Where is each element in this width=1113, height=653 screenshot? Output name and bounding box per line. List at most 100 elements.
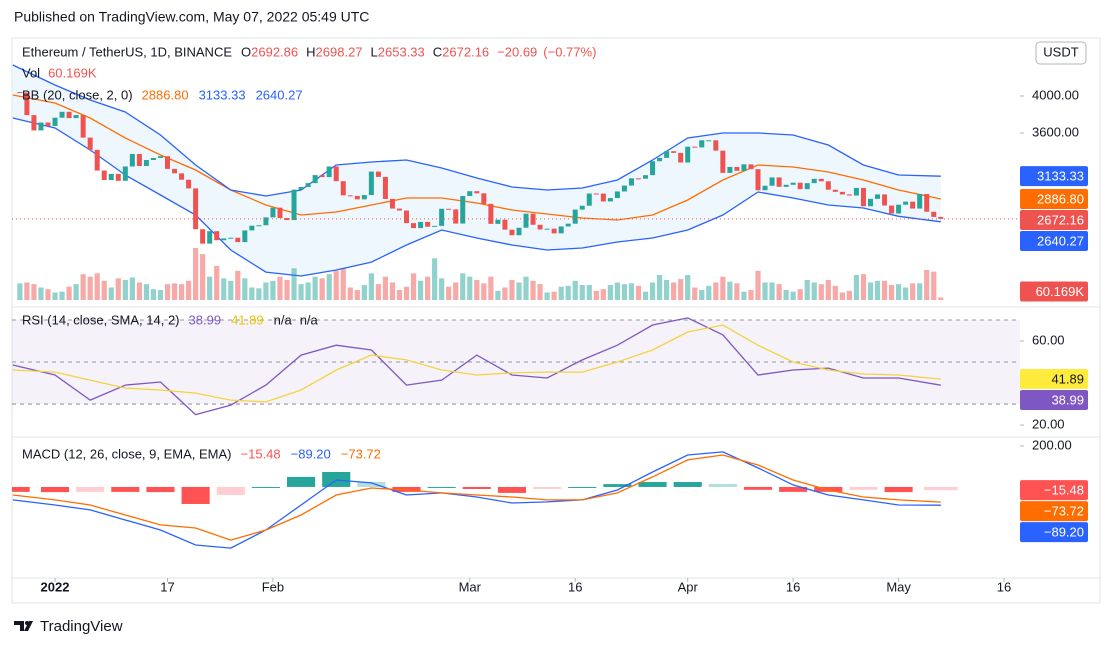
volume-bar [523,276,529,300]
candle-body [628,178,634,186]
volume-bar [228,280,234,300]
volume-bar [551,291,557,300]
histogram-bar [357,481,386,487]
indicator-line [12,94,941,221]
candle-body [593,193,599,195]
legend-text: (−0.77%) [543,44,596,59]
volume-bar [45,289,51,300]
price-scale-label-box [1020,281,1088,302]
currency-badge[interactable] [1035,41,1087,65]
volume-bar [389,282,396,300]
candle-body [249,225,255,231]
candle-body [94,149,100,171]
volume-bar [249,287,255,300]
volume-bar [565,285,571,300]
candle-body [73,115,79,119]
volume-bar [537,284,543,300]
volume-bar [31,284,37,300]
candle-body [551,228,557,234]
volume-bar [38,287,44,300]
candle-body [31,115,37,131]
candle-body [502,219,508,230]
volume-bar [354,290,360,300]
candle-body [340,181,346,196]
volume-bar [656,275,663,300]
volume-bar [776,284,782,300]
candle-body [523,213,529,228]
volume-bar [924,270,930,300]
candle-body [516,227,522,236]
candle-body [818,178,824,182]
histogram-bar [603,484,632,487]
indicator-line [12,317,941,416]
candle-body [446,208,452,210]
volume-bar [235,270,241,300]
legend-text: −89.20 [291,446,331,461]
volume-bar [319,278,325,300]
candle-body [650,161,656,176]
price-scale-label-box [1020,501,1088,522]
volume-bar [425,276,431,300]
price-scale-label: −89.20 [1044,525,1084,540]
currency-label: USDT [1043,44,1078,59]
legend-text: 60.169K [48,65,97,80]
candle-body [917,193,923,209]
legend-text: n/a [274,312,293,327]
volume-bar [853,275,860,300]
candle-body [312,175,318,184]
macd-pane [12,451,958,549]
histogram-bar [287,476,316,487]
candle-body [713,140,719,151]
candle-body [207,231,213,244]
volume-bar [797,289,803,300]
volume-bar [874,280,881,300]
candle-body [853,187,859,196]
histogram-bar [638,482,667,487]
volume-bar [621,284,628,300]
candle-body [481,193,487,204]
volume-bar [664,280,670,300]
price-scale-label-box [1020,390,1088,411]
volume-bar [122,280,128,300]
price-scale-label-box [1020,209,1088,230]
candle-body [776,177,782,187]
candle-body [164,156,170,169]
volume-bar [811,282,817,300]
histogram-bar [568,486,597,488]
candle-body [896,204,902,214]
candle-body [762,185,768,191]
histogram-bar [12,486,30,492]
volume-bar [263,282,269,300]
histogram-bar [216,486,245,495]
legend-text: 2698.27 [316,44,363,59]
candle-body [903,201,909,205]
price-scale-label: 60.169K [1036,284,1085,299]
candle-body [664,151,670,158]
candle-body [453,209,459,224]
volume-bar [214,265,220,300]
candle-body [439,208,445,226]
candle-body [530,213,536,225]
volume-bar [410,273,417,300]
legend-text: Vol [22,65,40,80]
candle-body [354,195,360,200]
volume-bar [888,285,895,300]
candle-body [242,230,248,243]
candle-body [277,207,283,219]
candle-body [706,140,712,142]
candle-body [122,166,128,181]
price-scale-label-box [1020,369,1088,390]
volume-bar [516,282,522,300]
candle-body [179,173,185,180]
candle-body [579,205,585,210]
volume-bar [860,274,867,300]
price-scale-label: 2640.27 [1037,233,1084,248]
candle-body [924,193,930,212]
candle-body [361,195,367,200]
candle-body [635,178,641,180]
candle-body [558,226,564,234]
volume-bar [846,290,852,300]
volume-bar [347,287,353,300]
volume-bar [706,285,712,300]
candle-body [488,203,494,224]
